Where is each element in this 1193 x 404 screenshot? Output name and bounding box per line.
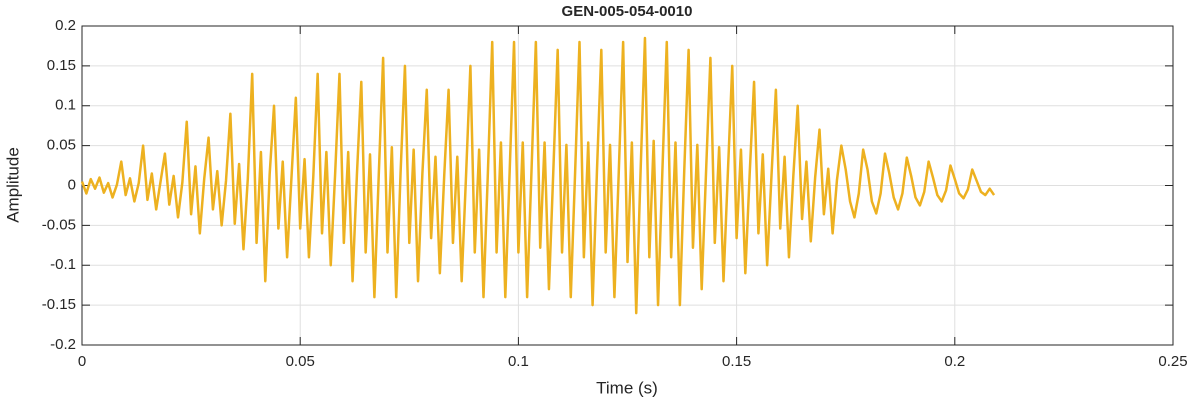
- y-tick-label: -0.15: [42, 296, 76, 313]
- x-tick-label: 0.25: [1158, 353, 1187, 370]
- y-tick-label: 0.05: [47, 137, 76, 154]
- y-axis-label: Amplitude: [3, 147, 22, 223]
- chart-title: GEN-005-054-0010: [562, 3, 693, 20]
- y-tick-label: -0.1: [50, 256, 76, 273]
- y-tick-label: 0: [68, 176, 76, 193]
- x-axis-label: Time (s): [596, 378, 658, 397]
- x-tick-label: 0.15: [722, 353, 751, 370]
- y-tick-label: -0.05: [42, 216, 76, 233]
- y-tick-label: 0.1: [55, 97, 76, 114]
- x-tick-label: 0.2: [944, 353, 965, 370]
- y-tick-label: 0.15: [47, 57, 76, 74]
- x-tick-label: 0.05: [286, 353, 315, 370]
- y-tick-label: 0.2: [55, 17, 76, 34]
- x-tick-label: 0.1: [508, 353, 529, 370]
- axes-box: [81, 25, 1174, 346]
- y-tick-label: -0.2: [50, 336, 76, 353]
- x-tick-label: 0: [78, 353, 86, 370]
- waveform-line: [80, 36, 996, 315]
